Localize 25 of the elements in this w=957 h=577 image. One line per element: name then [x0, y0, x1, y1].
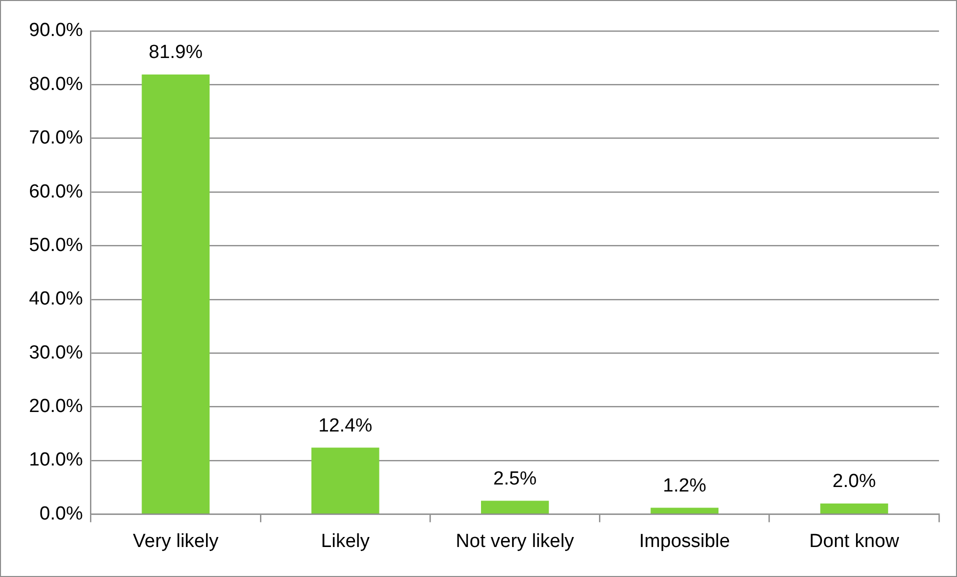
y-tick-label: 0.0% [40, 503, 83, 524]
bar [650, 508, 718, 514]
x-tick-label: Dont know [809, 530, 900, 552]
data-label: 2.0% [832, 471, 876, 492]
y-tick-label: 20.0% [29, 396, 83, 418]
bar [481, 500, 549, 514]
bar [142, 74, 210, 514]
x-tick-label: Not very likely [456, 530, 575, 552]
y-tick-label: 50.0% [29, 234, 83, 256]
data-label: 81.9% [148, 42, 203, 64]
y-tick-label: 80.0% [29, 74, 83, 95]
bar [820, 503, 888, 514]
x-tick-label: Likely [321, 530, 370, 552]
y-tick-label: 70.0% [29, 128, 83, 149]
x-tick-label: Impossible [639, 530, 730, 552]
bar [311, 448, 380, 514]
data-label: 12.4% [318, 415, 372, 436]
y-tick-label: 10.0% [29, 450, 83, 471]
data-label: 2.5% [493, 468, 537, 490]
y-tick-label: 40.0% [29, 288, 83, 310]
data-label: 1.2% [662, 475, 706, 496]
y-tick-label: 90.0% [29, 20, 83, 42]
y-tick-label: 60.0% [29, 181, 83, 202]
y-tick-label: 30.0% [29, 342, 83, 364]
x-tick-label: Very likely [132, 530, 219, 552]
